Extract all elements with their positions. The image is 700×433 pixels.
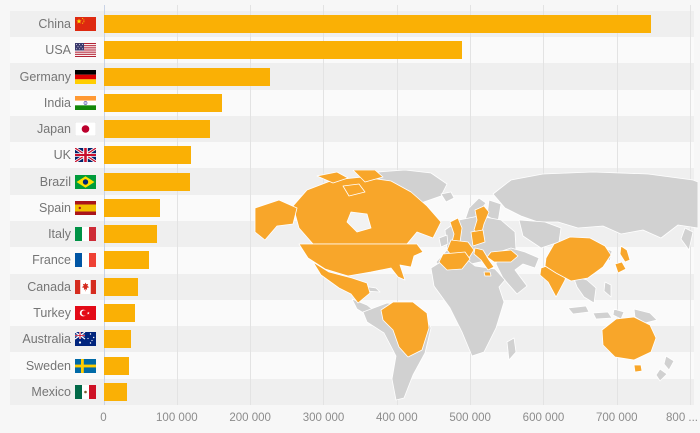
map-region-hudson-bay — [346, 211, 372, 233]
x-tick-label-7: 700 000 — [596, 412, 638, 424]
flag-italy-icon — [75, 227, 96, 242]
gridline-500000 — [470, 5, 472, 405]
flag-australia-icon — [75, 332, 96, 347]
bar-germany[interactable] — [104, 67, 270, 86]
map-region-indonesia — [567, 305, 625, 320]
map-region-philippines — [603, 281, 612, 298]
row-label-japan: Japan — [36, 122, 71, 137]
flag-japan-icon — [75, 122, 96, 137]
x-tick-label-2: 200 000 — [229, 412, 271, 424]
row-label-australia: Australia — [22, 332, 71, 347]
gridline-100000 — [176, 5, 178, 405]
x-tick-label-1: 100 000 — [156, 412, 198, 424]
x-tick-label-5: 500 000 — [449, 412, 491, 424]
map-country-brazil[interactable] — [380, 301, 430, 358]
bar-italy[interactable] — [104, 225, 157, 244]
bar-china[interactable] — [104, 14, 652, 33]
flag-sweden-icon — [75, 358, 96, 373]
flag-china-icon — [75, 16, 96, 31]
row-label-brazil: Brazil — [39, 174, 71, 189]
x-tick-label-6: 600 000 — [522, 412, 565, 424]
bar-japan[interactable] — [104, 120, 211, 139]
bar-india[interactable] — [104, 93, 223, 112]
flag-france-icon — [75, 253, 96, 268]
bar-sweden[interactable] — [104, 356, 129, 375]
map-country-turkey[interactable] — [486, 249, 519, 263]
bar-brazil[interactable] — [104, 172, 190, 191]
map-country-usa-alaska[interactable] — [254, 199, 298, 241]
map-region-iceland — [440, 191, 455, 203]
bar-mexico[interactable] — [104, 382, 127, 401]
row-label-mexico: Mexico — [31, 384, 71, 399]
map-region-africa — [430, 257, 506, 357]
row-label-france: France — [32, 253, 71, 268]
x-tick-label-4: 400 000 — [376, 412, 418, 424]
map-country-spain[interactable] — [438, 251, 471, 271]
bar-uk[interactable] — [104, 146, 191, 165]
row-label-spain: Spain — [39, 200, 71, 215]
map-region-kamchatka — [680, 227, 694, 251]
bar-france[interactable] — [104, 251, 149, 270]
row-label-germany: Germany — [19, 69, 71, 84]
map-region-se-asia — [572, 275, 597, 304]
flag-uk-icon — [75, 148, 96, 163]
row-label-usa: USA — [45, 43, 71, 58]
x-tick-label-3: 300 000 — [302, 412, 345, 424]
bar-spain[interactable] — [104, 198, 160, 217]
bar-canada[interactable] — [104, 277, 138, 296]
gridline-200000 — [250, 5, 252, 405]
flag-spain-icon — [75, 200, 96, 215]
map-country-japan[interactable] — [614, 245, 631, 274]
row-label-italy: Italy — [48, 227, 71, 242]
bar-usa[interactable] — [104, 41, 462, 60]
map-country-australia[interactable] — [601, 316, 657, 373]
map-country-mexico[interactable] — [312, 261, 371, 304]
row-label-canada: Canada — [27, 279, 71, 294]
row-label-india: India — [43, 95, 71, 110]
bar-australia[interactable] — [104, 330, 132, 349]
flag-india-icon — [75, 95, 96, 110]
map-country-germany[interactable] — [470, 229, 486, 247]
map-country-italy[interactable] — [473, 247, 495, 277]
bar-turkey[interactable] — [104, 304, 135, 323]
map-region-new-zealand — [655, 355, 675, 382]
flag-turkey-icon — [75, 306, 96, 321]
map-region-ireland — [438, 234, 449, 248]
row-label-uk: UK — [53, 148, 71, 163]
row-label-china: China — [38, 16, 71, 31]
world-map — [254, 170, 698, 401]
flag-brazil-icon — [75, 174, 96, 189]
flag-germany-icon — [75, 69, 96, 84]
map-region-madagascar — [506, 337, 517, 361]
flag-canada-icon — [75, 279, 96, 294]
flag-mexico-icon — [75, 384, 96, 399]
map-country-canada-arctic-islands[interactable] — [316, 170, 384, 197]
map-country-china[interactable] — [544, 236, 612, 282]
x-tick-label-0: 0 — [100, 412, 107, 424]
row-label-turkey: Turkey — [33, 306, 71, 321]
row-label-sweden: Sweden — [25, 358, 71, 373]
flag-usa-icon — [75, 43, 96, 58]
x-tick-label-8: 800 ... — [666, 412, 698, 424]
map-country-usa[interactable] — [298, 243, 424, 281]
